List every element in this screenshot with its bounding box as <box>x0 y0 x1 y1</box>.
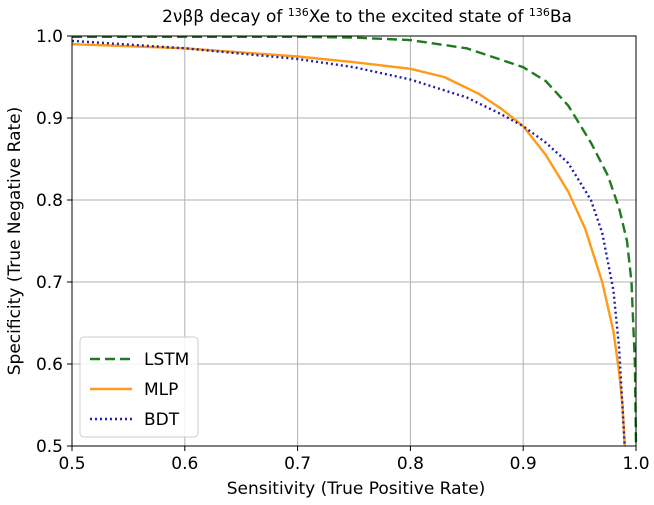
y-tick-label: 0.9 <box>36 109 63 129</box>
series-line-bdt <box>71 39 626 447</box>
title-suffix: Ba <box>550 7 572 27</box>
y-tick-label: 0.8 <box>36 191 63 211</box>
x-tick-label: 0.8 <box>397 454 424 474</box>
legend-box <box>79 336 199 438</box>
legend-label-mlp: MLP <box>144 380 178 400</box>
legend-label-lstm: LSTM <box>144 350 189 370</box>
title-prefix: 2νββ decay of <box>162 7 288 27</box>
series-line-mlp <box>71 43 626 447</box>
y-tick-label: 0.7 <box>36 273 63 293</box>
y-tick-label: 1.0 <box>36 27 63 47</box>
title-isotope-xe-mass: 136 <box>288 6 309 19</box>
x-tick-label: 0.6 <box>171 454 198 474</box>
series-lines <box>71 35 638 447</box>
x-tick-label: 1.0 <box>622 454 649 474</box>
x-axis-label: Sensitivity (True Positive Rate) <box>227 479 486 499</box>
y-tick-label: 0.5 <box>36 437 63 457</box>
chart-title: 2νββ decay of 136Xe to the excited state… <box>162 6 572 28</box>
series-line-lstm <box>72 35 638 447</box>
x-tick-label: 0.9 <box>510 454 537 474</box>
title-middle: Xe to the excited state of <box>309 7 529 27</box>
y-axis-label: Specificity (True Negative Rate) <box>5 107 25 375</box>
x-tick-label: 0.5 <box>58 454 85 474</box>
plot-frame <box>71 35 637 447</box>
legend-label-bdt: BDT <box>144 410 180 430</box>
legend: LSTM MLP BDT <box>79 336 199 438</box>
axis-ticks: 0.5 0.6 0.7 0.8 0.9 1.0 0.5 0.6 0.7 0.8 0.9 1.0 <box>36 27 650 474</box>
x-tick-label: 0.7 <box>284 454 311 474</box>
title-isotope-ba-mass: 136 <box>529 6 550 19</box>
y-tick-label: 0.6 <box>36 355 63 375</box>
